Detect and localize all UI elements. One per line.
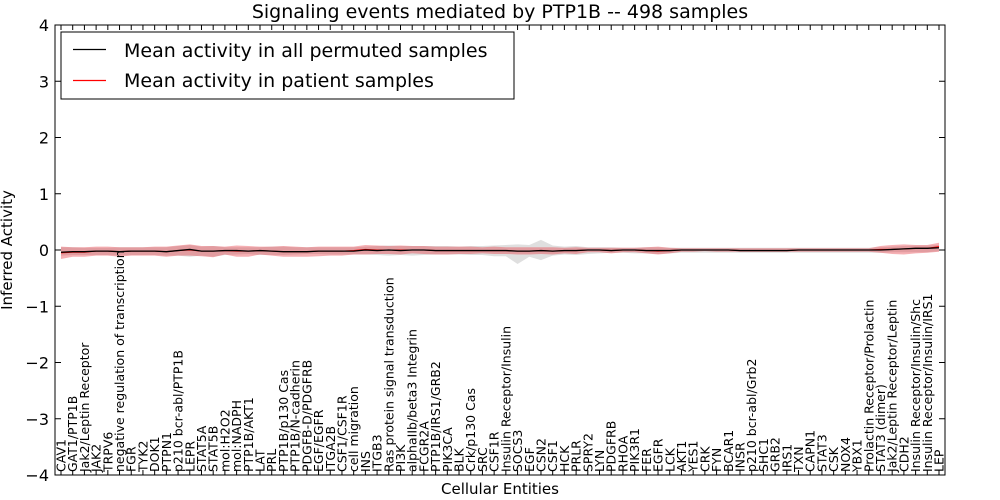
y-tick-label: −1	[25, 297, 49, 316]
x-tick-label: FYN	[709, 448, 724, 472]
x-tick-label: SRC	[475, 447, 490, 472]
y-tick-label: 4	[39, 16, 49, 35]
x-tick-label: FER	[639, 448, 654, 472]
permuted-band	[61, 239, 939, 265]
x-tick-label: Ras protein signal transduction	[381, 277, 396, 472]
x-tick-label: BLK	[452, 447, 467, 472]
x-tick-label: DOK1	[147, 436, 162, 472]
y-tick-label: 1	[39, 185, 49, 204]
x-tick-label: YES1	[686, 441, 701, 473]
x-tick-label: GRB2	[768, 437, 783, 472]
x-tick-label: EGFR	[651, 438, 666, 472]
x-tick-label: TXN	[791, 446, 806, 473]
x-tick-label: ITGB3	[370, 434, 385, 472]
x-tick-label: STAT3 (dimer)	[873, 384, 888, 472]
y-tick-label: 2	[39, 129, 49, 148]
x-tick-label: PDGFRB	[604, 421, 619, 472]
x-tick-label: STAT5A	[194, 425, 209, 472]
x-tick-label: ITGA2B	[323, 426, 338, 472]
x-tick-label: EGF/EGFR	[311, 409, 326, 472]
x-tick-label: CSN2	[533, 438, 548, 472]
x-tick-label: p210 bcr-abl/PTP1B	[171, 350, 186, 472]
x-tick-label: PIK3CA	[440, 427, 455, 472]
x-tick-label: NOX4	[838, 437, 853, 472]
legend: Mean activity in all permuted samples Me…	[60, 31, 515, 100]
x-tick-label: PTP1B/IRS1/GRB2	[428, 361, 443, 472]
x-tick-label: Insulin Receptor/Insulin/Shc	[908, 299, 923, 472]
y-tick-label: −3	[25, 410, 49, 429]
x-tick-label: SOCS3	[510, 430, 525, 472]
x-tick-label: CSF1R	[487, 431, 502, 472]
x-tick-label: SHC1	[756, 438, 771, 472]
x-tick-label: TRPV6	[100, 432, 115, 473]
x-tick-label: cell migration	[346, 386, 361, 472]
x-tick-label: CAPN1	[803, 430, 818, 472]
x-tick-label: FCGR2A	[416, 421, 431, 472]
x-tick-label: PDGFB-D/PDGFRB	[299, 360, 314, 472]
x-tick-label: RHOA	[615, 435, 630, 472]
x-tick-label: IRS1	[779, 444, 794, 472]
x-tick-label: EGF	[522, 447, 537, 472]
legend-box	[60, 31, 515, 100]
x-tick-label: YBX1	[850, 439, 865, 473]
x-tick-label: AKT1	[674, 441, 689, 472]
x-tick-label: CAV1	[54, 439, 69, 472]
y-axis-label: Inferred Activity	[0, 190, 16, 310]
x-tick-label: CSF1/CSF1R	[334, 395, 349, 472]
y-tick-label: 0	[39, 241, 49, 260]
x-tick-label: PIK3R1	[627, 428, 642, 472]
x-tick-label: TYK2	[135, 441, 150, 473]
x-tick-label: Jak2/Leptin Receptor/Leptin	[885, 300, 900, 473]
x-tick-label: PTP1B/p130 Cas	[276, 370, 291, 472]
legend-label-patient: Mean activity in patient samples	[124, 70, 434, 92]
x-tick-label: alphaIIb/beta3 Integrin	[405, 329, 420, 472]
x-tick-label: PI3K	[393, 444, 408, 472]
x-tick-label: CDH2	[896, 436, 911, 472]
x-tick-label: PTPN1	[159, 432, 174, 472]
x-tick-label: Prolactin Receptor/Prolactin	[861, 300, 876, 472]
x-tick-label: PTP1B/AKT1	[241, 397, 256, 472]
x-tick-label: PRLR	[569, 440, 584, 472]
x-tick-label: STAT5B	[206, 426, 221, 472]
x-tick-label: BCAR1	[721, 430, 736, 472]
x-tick-label: STAT3	[814, 434, 829, 472]
y-tick-label: −2	[25, 354, 49, 373]
x-tick-label: CSK	[826, 446, 841, 472]
x-tick-label: negative regulation of transcription	[112, 250, 127, 472]
chart-title: Signaling events mediated by PTP1B -- 49…	[252, 1, 748, 23]
x-tick-label: CRK	[697, 446, 712, 472]
x-tick-label: GAT1/PTP1B	[65, 396, 80, 472]
x-tick-label: LEPR	[182, 441, 197, 472]
y-tick-label: −4	[25, 466, 49, 485]
x-tick-label: LCK	[662, 447, 677, 472]
x-tick-label: PTP1B/N-cadherin	[288, 360, 303, 472]
x-tick-label: Jak2/Leptin Receptor	[77, 342, 92, 473]
legend-label-permuted: Mean activity in all permuted samples	[124, 40, 487, 62]
x-tick-label: FGR	[124, 446, 139, 472]
x-tick-label: LEP	[932, 449, 947, 472]
x-tick-label: INS	[358, 451, 373, 472]
x-tick-label: Insulin Receptor/Insulin/IRS1	[920, 294, 935, 472]
y-tick-label: 3	[39, 72, 49, 91]
x-tick-label: PRL	[264, 449, 279, 472]
x-tick-label: mol:H2O2	[217, 409, 232, 472]
x-tick-label: JAK2	[89, 444, 104, 473]
permuted-mean-line	[60, 247, 940, 253]
x-tick-label: LAT	[253, 449, 268, 472]
x-tick-label: HCK	[557, 445, 572, 472]
x-tick-label: p210 bcr-abl/Grb2	[744, 359, 759, 472]
x-tick-label: LYN	[592, 450, 607, 472]
x-tick-label: mol:NADPH	[229, 400, 244, 472]
x-tick-label: SPRY2	[580, 433, 595, 472]
x-tick-label: CSF1	[545, 440, 560, 472]
x-axis-label: Cellular Entities	[441, 480, 559, 498]
x-tick-label: Crk/p130 Cas	[463, 388, 478, 472]
x-tick-label: Insulin Receptor/Insulin	[498, 326, 513, 472]
x-tick-label: INSR	[732, 442, 747, 472]
